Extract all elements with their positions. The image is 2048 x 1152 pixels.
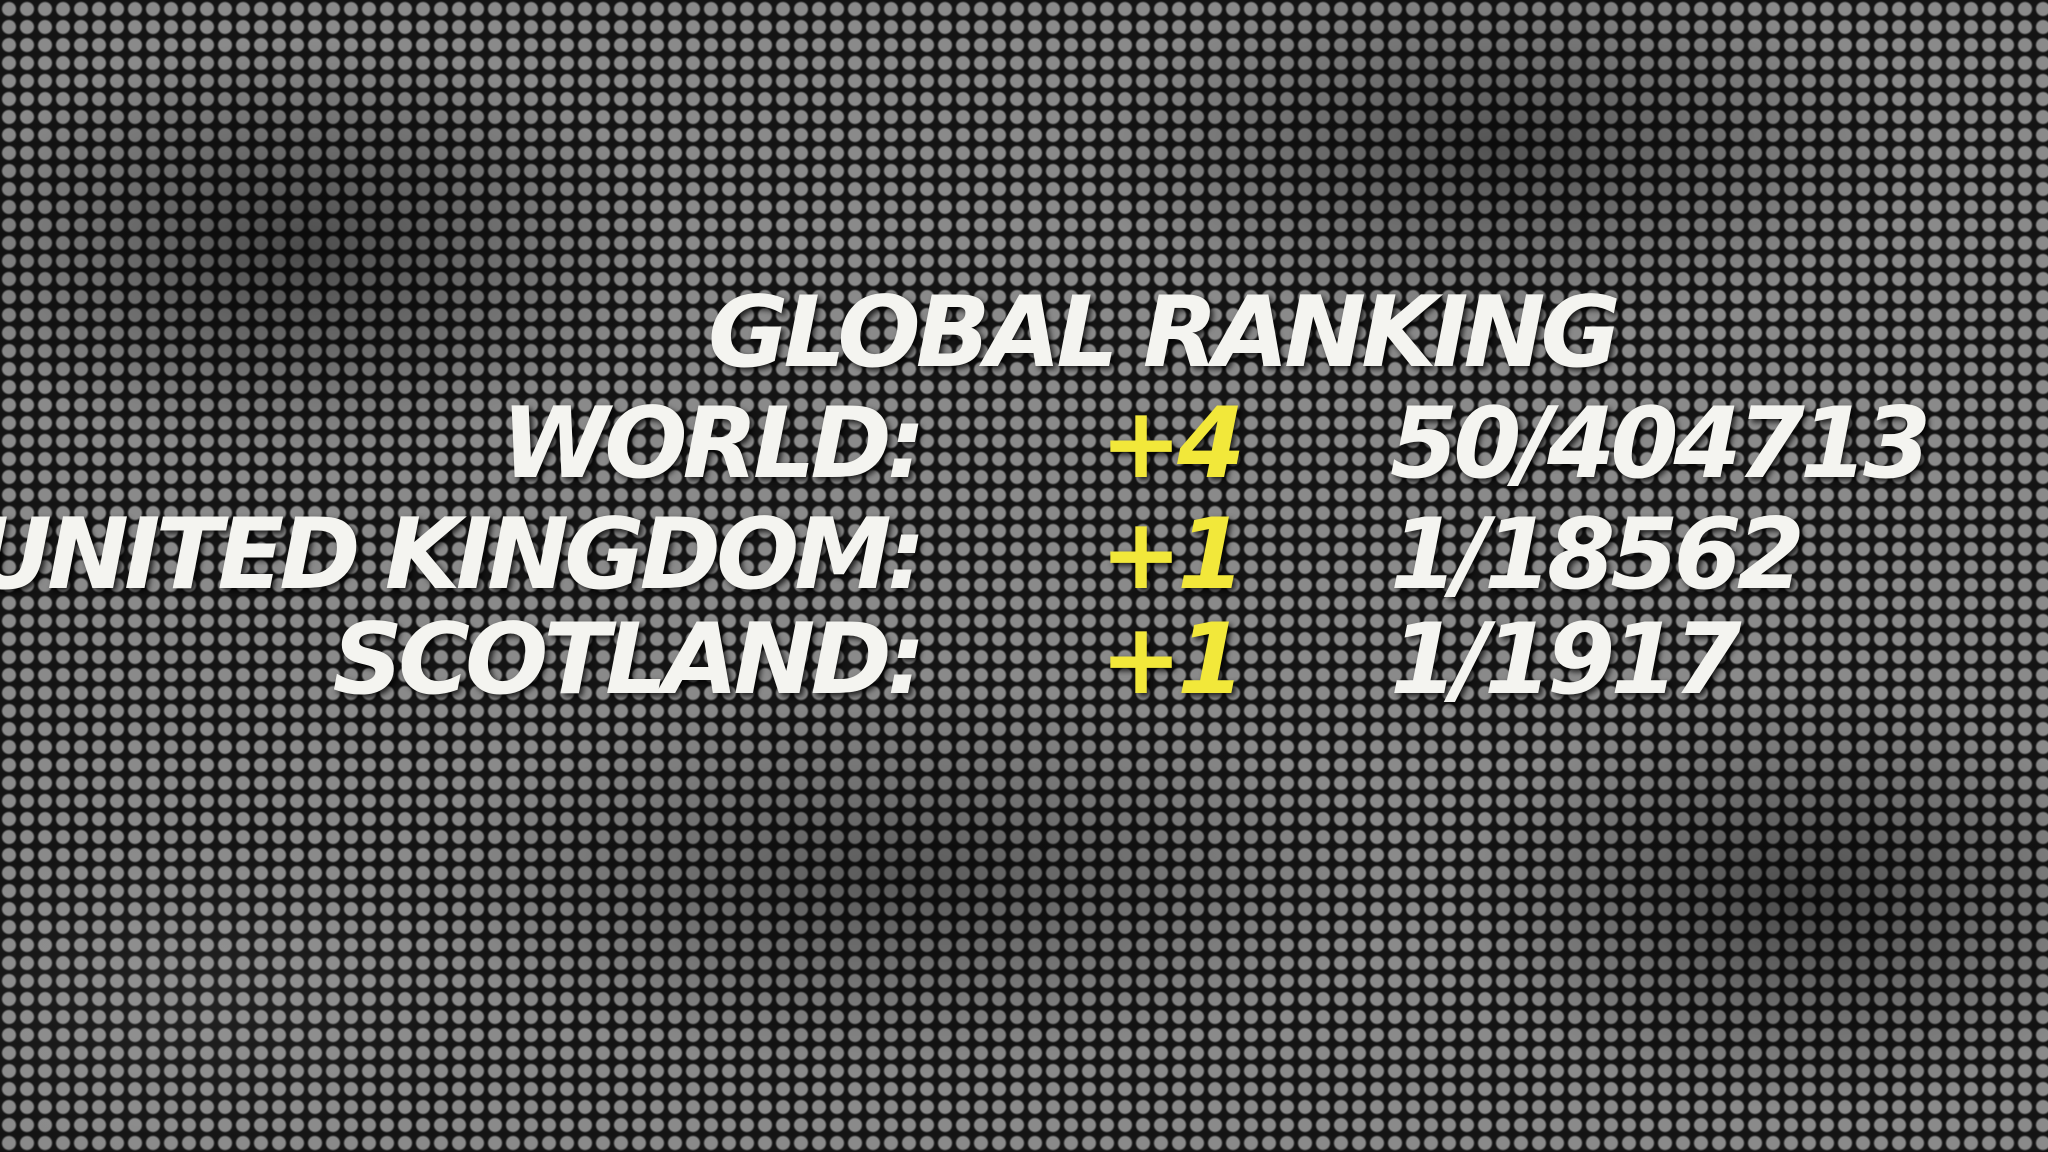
ranking-title: GLOBAL RANKING [708,276,1621,390]
row-label: UNITED KINGDOM: [0,498,926,612]
row-change: +1 [1100,603,1245,717]
row-label: WORLD: [501,387,926,501]
row-label: SCOTLAND: [332,603,926,717]
row-change: +1 [1100,498,1245,612]
row-rank: 1/1917 [1390,603,1742,717]
row-rank: 50/404713 [1390,387,1931,501]
row-rank: 1/18562 [1390,498,1805,612]
row-change: +4 [1100,387,1245,501]
